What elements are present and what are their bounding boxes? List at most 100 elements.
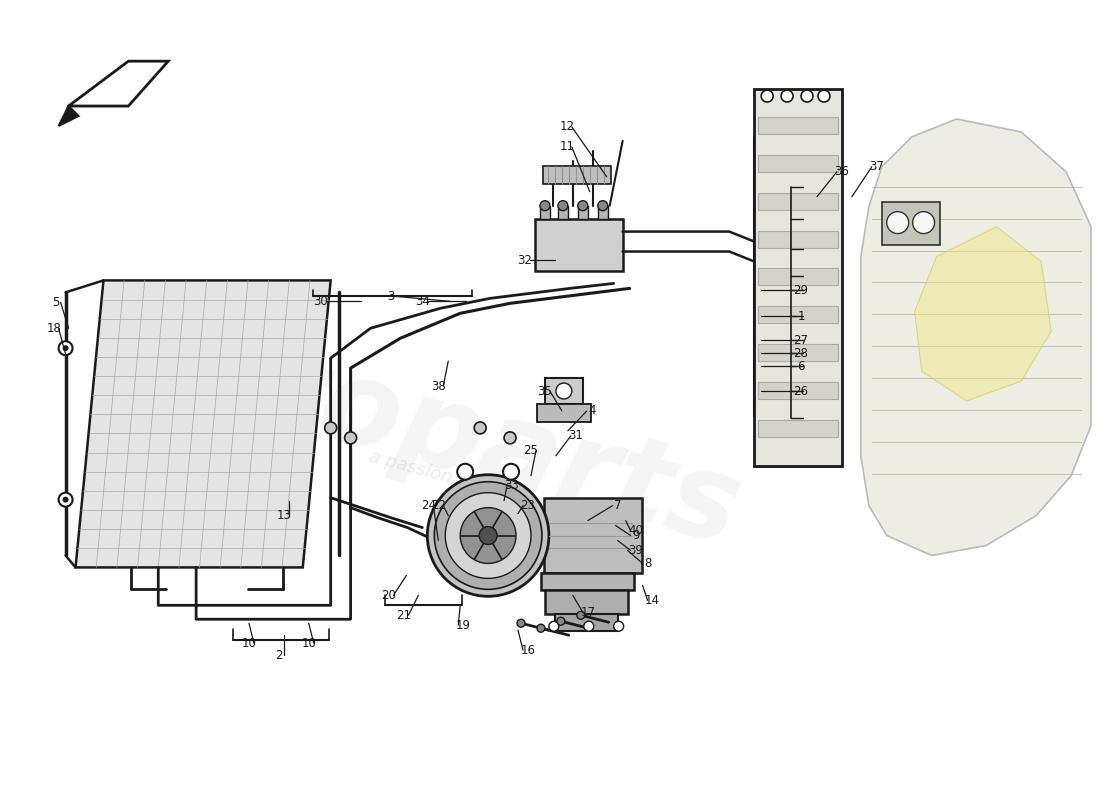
Circle shape [503, 464, 519, 480]
Bar [758, 306, 838, 323]
Bar [554, 614, 618, 631]
Text: 10: 10 [242, 637, 256, 650]
Circle shape [913, 212, 935, 234]
Text: 9: 9 [631, 529, 639, 542]
Circle shape [761, 90, 773, 102]
Text: 7: 7 [614, 499, 622, 512]
Text: europarts: europarts [92, 290, 752, 570]
Text: 1: 1 [798, 310, 805, 322]
Text: 3: 3 [387, 290, 394, 303]
Bar [540, 206, 550, 218]
Text: 12: 12 [560, 121, 574, 134]
Circle shape [540, 201, 550, 210]
Text: 23: 23 [520, 499, 536, 512]
Text: 28: 28 [793, 346, 808, 360]
Circle shape [887, 212, 909, 234]
Circle shape [549, 622, 559, 631]
Circle shape [474, 422, 486, 434]
Bar [755, 89, 842, 466]
Text: 24: 24 [421, 499, 436, 512]
Circle shape [556, 383, 572, 399]
Text: 16: 16 [520, 644, 536, 657]
Circle shape [801, 90, 813, 102]
Text: 4: 4 [588, 405, 595, 418]
Bar [541, 574, 634, 590]
Circle shape [578, 201, 587, 210]
Text: 34: 34 [415, 295, 430, 308]
Text: 8: 8 [644, 557, 651, 570]
Bar [597, 206, 607, 218]
Circle shape [324, 422, 337, 434]
Text: a passion for parts since 1...: a passion for parts since 1... [366, 448, 617, 531]
Bar [543, 166, 610, 184]
Bar [758, 344, 838, 361]
Bar [758, 117, 838, 134]
Text: 32: 32 [518, 254, 532, 267]
Circle shape [58, 342, 73, 355]
Polygon shape [914, 226, 1052, 401]
Bar [882, 202, 939, 245]
Text: 29: 29 [793, 284, 808, 297]
Bar [758, 420, 838, 437]
Polygon shape [68, 61, 168, 106]
Circle shape [781, 90, 793, 102]
Circle shape [460, 508, 516, 563]
Text: 30: 30 [314, 295, 328, 308]
Bar [544, 590, 628, 614]
Text: 21: 21 [396, 609, 411, 622]
Bar [558, 206, 568, 218]
Text: 40: 40 [628, 524, 643, 537]
Bar [758, 155, 838, 172]
Text: 36: 36 [835, 166, 849, 178]
Circle shape [63, 345, 68, 351]
Text: 37: 37 [869, 160, 884, 174]
Circle shape [818, 90, 829, 102]
Circle shape [558, 201, 568, 210]
Text: 22: 22 [431, 499, 446, 512]
Circle shape [576, 611, 585, 619]
Text: 18: 18 [46, 322, 62, 334]
Bar [578, 206, 587, 218]
Text: 20: 20 [381, 589, 396, 602]
Bar [544, 378, 583, 404]
Text: 35: 35 [538, 385, 552, 398]
Circle shape [597, 201, 607, 210]
Circle shape [63, 497, 68, 502]
Circle shape [614, 622, 624, 631]
Circle shape [504, 432, 516, 444]
Bar [758, 382, 838, 399]
Text: 11: 11 [560, 140, 574, 154]
Polygon shape [861, 119, 1091, 555]
Polygon shape [76, 281, 331, 567]
Bar [535, 218, 623, 271]
Text: 26: 26 [793, 385, 808, 398]
Text: 38: 38 [431, 379, 446, 393]
Text: 14: 14 [645, 594, 660, 607]
Circle shape [344, 432, 356, 444]
Text: 27: 27 [793, 334, 808, 346]
Text: 5: 5 [52, 296, 59, 309]
Circle shape [557, 618, 565, 626]
Text: 31: 31 [569, 430, 583, 442]
Circle shape [537, 624, 544, 632]
Text: 17: 17 [581, 606, 595, 618]
Circle shape [517, 619, 525, 627]
Circle shape [458, 464, 473, 480]
Polygon shape [58, 106, 78, 126]
Text: 19: 19 [455, 618, 471, 632]
Circle shape [427, 474, 549, 596]
Text: 33: 33 [505, 479, 519, 492]
Text: 2: 2 [275, 649, 283, 662]
Text: 6: 6 [798, 360, 805, 373]
Text: 10: 10 [301, 637, 316, 650]
Bar [537, 404, 591, 422]
Circle shape [584, 622, 594, 631]
Text: 39: 39 [628, 544, 643, 557]
Text: 13: 13 [276, 509, 292, 522]
Bar [758, 269, 838, 286]
Circle shape [58, 493, 73, 506]
Circle shape [434, 482, 542, 590]
Bar [543, 498, 641, 574]
Circle shape [480, 526, 497, 545]
Bar [758, 230, 838, 247]
